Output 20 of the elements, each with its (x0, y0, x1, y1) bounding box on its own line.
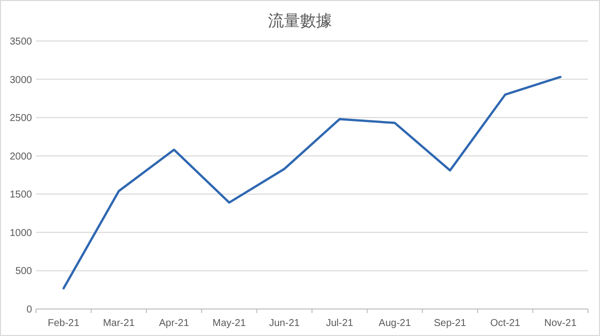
x-tick-label: Jul-21 (326, 318, 354, 329)
y-tick-label: 2500 (10, 113, 32, 124)
y-tick-label: 500 (15, 266, 32, 278)
y-tick-label: 0 (26, 304, 32, 316)
x-tick-label: Mar-21 (102, 318, 136, 329)
y-tick-label: 3000 (10, 74, 32, 86)
y-tick-label: 1500 (10, 190, 32, 201)
y-tick-label: 1000 (10, 228, 32, 239)
y-tick-label: 2000 (10, 151, 32, 162)
x-tick-label: Jun-21 (269, 318, 300, 329)
x-tick-label: Feb-21 (48, 318, 80, 329)
x-tick-label: Aug-21 (378, 318, 412, 329)
chart-title: 流量數據 (268, 12, 332, 30)
x-tick-label: Oct-21 (490, 318, 521, 329)
x-tick-label: May-21 (212, 318, 246, 329)
x-tick-label: Sep-21 (434, 318, 467, 329)
x-tick-label: Apr-21 (158, 318, 190, 329)
y-tick-label: 3500 (10, 36, 32, 48)
x-tick-label: Nov-21 (544, 318, 577, 329)
line-series (62, 76, 562, 290)
